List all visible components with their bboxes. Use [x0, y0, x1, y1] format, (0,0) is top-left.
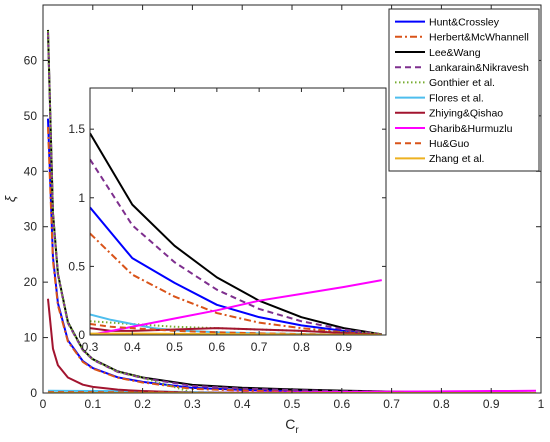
x-tick-label: 0.5 [284, 397, 301, 411]
inset-series-line-zhiying-qishao [90, 327, 382, 335]
y-tick-label: 30 [24, 220, 38, 234]
x-tick-label: 0.3 [184, 397, 201, 411]
inset-series-line-lankarain-nikravesh [90, 158, 382, 335]
legend-label-gonthier-et-al: Gonthier et al. [429, 77, 495, 89]
x-tick-label: 0 [40, 397, 47, 411]
inset-series-line-lee-wang [90, 132, 382, 335]
inset-y-tick-label: 0 [78, 328, 85, 342]
legend: Hunt&Crossley Herbert&McWhannell Lee&Wang L… [388, 8, 540, 172]
inset-y-tick-label: 1 [78, 191, 85, 205]
inset-x-tick-label: 0.6 [209, 340, 226, 354]
y-tick-label: 20 [24, 275, 38, 289]
x-tick-label: 0.9 [483, 397, 500, 411]
y-tick-label: 40 [24, 164, 38, 178]
y-axis-label: ξ [2, 195, 18, 202]
inset-plot: 0.3 0.4 0.5 0.6 0.7 0.8 0.9 0 0.5 1 1.5 [68, 87, 387, 354]
legend-label-zhiying-qishao: Zhiying&Qishao [429, 108, 503, 120]
inset-x-tick-label: 0.3 [82, 340, 99, 354]
legend-label-herbert-mcwhannell: Herbert&McWhannell [429, 32, 529, 44]
y-tick-label: 50 [24, 109, 38, 123]
x-tick-label: 1 [538, 397, 545, 411]
legend-label-hunt-crossley: Hunt&Crossley [429, 16, 500, 28]
inset-y-tick-label: 1.5 [68, 122, 85, 136]
legend-label-gharib-hurmuzlu: Gharib&Hurmuzlu [429, 123, 513, 135]
x-tick-label: 0.6 [333, 397, 350, 411]
inset-series-line-hunt-crossley [90, 206, 382, 335]
inset-x-tick-label: 0.9 [335, 340, 352, 354]
inset-plot-area [90, 88, 386, 335]
legend-label-zhang-et-al: Zhang et al. [429, 153, 484, 165]
x-tick-label: 0.7 [383, 397, 400, 411]
x-tick-label: 0.8 [433, 397, 450, 411]
inset-series-line-herbert-mcwhannell [90, 232, 382, 335]
inset-x-tick-label: 0.8 [293, 340, 310, 354]
inset-axes-frame [89, 87, 387, 336]
y-tick-label: 60 [24, 53, 38, 67]
series-line-gonthier-et-al [46, 31, 537, 393]
y-tick-label: 10 [24, 331, 38, 345]
inset-x-tick-label: 0.5 [166, 340, 183, 354]
legend-label-lee-wang: Lee&Wang [429, 47, 481, 59]
x-tick-label: 0.4 [234, 397, 251, 411]
legend-label-flores-et-al: Flores et al. [429, 92, 484, 104]
x-tick-label: 0.2 [134, 397, 151, 411]
legend-label-hu-guo: Hu&Guo [429, 138, 469, 150]
inset-y-tick-label: 0.5 [68, 259, 85, 273]
x-tick-label: 0.1 [84, 397, 101, 411]
legend-label-lankarain-nikravesh: Lankarain&Nikravesh [429, 62, 529, 74]
inset-series-line-gharib-hurmuzlu [90, 279, 382, 335]
inset-x-tick-label: 0.4 [124, 340, 141, 354]
inset-x-tick-label: 0.7 [251, 340, 268, 354]
y-tick-label: 0 [30, 386, 37, 400]
x-axis-label-subscript: r [295, 425, 299, 436]
